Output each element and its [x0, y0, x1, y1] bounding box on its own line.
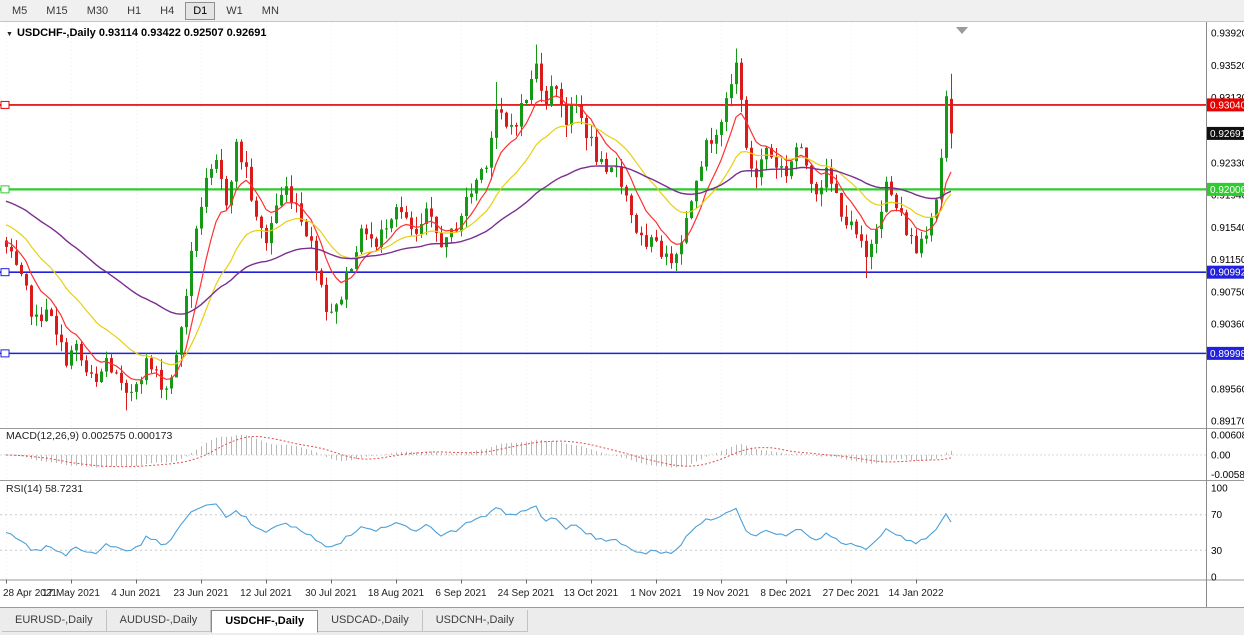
hline-handle-support-line-green[interactable] [0, 185, 10, 194]
y-axis-label: 0.91150 [1211, 255, 1244, 266]
x-axis-label: 23 Jun 2021 [173, 588, 228, 599]
hline-handle-support-line-blue-1[interactable] [0, 268, 10, 277]
timeframe-button-m5[interactable]: M5 [12, 4, 28, 17]
price-axis-badges: 0.93040 0.92691 0.92006 0.90992 0.89998 [1207, 98, 1244, 360]
ma-line-ma-mid [5, 121, 952, 366]
y-axis-label: 0.91540 [1211, 223, 1244, 234]
rsi-line [5, 503, 952, 557]
x-axis-label: 27 Dec 2021 [823, 588, 880, 599]
rsi-pane: RSI(14) 58.7231 [0, 483, 1207, 557]
x-axis-label: 12 Jul 2021 [240, 588, 292, 599]
macd-axis-label: 0.00 [1211, 451, 1231, 462]
hline-handle-resistance-line[interactable] [0, 100, 10, 109]
price-badge-label: 0.92691 [1210, 129, 1244, 140]
macd-pane: MACD(12,26,9) 0.002575 0.000173 [0, 430, 1207, 468]
x-axis-label: 4 Jun 2021 [111, 588, 161, 599]
timeframe-button-h4[interactable]: H4 [160, 4, 175, 17]
x-axis-label: 14 Jan 2022 [888, 588, 943, 599]
tab-usdcad[interactable]: USDCAD-,Daily [318, 610, 423, 632]
price-badge [1207, 182, 1244, 196]
price-badge [1207, 346, 1244, 360]
y-axis-label: 0.93920 [1211, 29, 1244, 40]
x-axis-label: 24 Sep 2021 [498, 588, 555, 599]
timeframe-button-mn[interactable]: MN [261, 4, 279, 17]
timeframe-button-d1[interactable]: D1 [185, 1, 216, 20]
price-badge [1207, 126, 1244, 140]
price-badge [1207, 98, 1244, 112]
timeframe-toolbar: M5 M15 M30 H1 H4 D1 W1 MN [0, 0, 1244, 22]
timeframe-button-m30[interactable]: M30 [86, 4, 109, 17]
timeframe-button-m15[interactable]: M15 [46, 4, 68, 17]
y-axis-label: 0.89170 [1211, 417, 1244, 428]
macd-label: MACD(12,26,9) 0.002575 0.000173 [6, 430, 173, 442]
x-axis-label: 18 Aug 2021 [368, 588, 425, 599]
y-axis-label: 0.90360 [1211, 319, 1244, 330]
x-axis-label: 6 Sep 2021 [435, 588, 487, 599]
x-axis-label: 30 Jul 2021 [305, 588, 357, 599]
ma-line-ma-slow [5, 165, 952, 315]
price-badge-label: 0.93040 [1210, 100, 1244, 111]
x-axis-label: 17 May 2021 [42, 588, 100, 599]
rsi-axis-label: 70 [1211, 510, 1223, 521]
price-badge-label: 0.90992 [1210, 268, 1244, 279]
rsi-axis-label: 0 [1211, 573, 1217, 584]
tab-eurusd[interactable]: EURUSD-,Daily [2, 610, 107, 632]
horizontal-lines [0, 100, 1207, 358]
chart-window: MACD(12,26,9) 0.002575 0.000173 RSI(14) 5… [0, 22, 1244, 607]
moving-averages [5, 95, 952, 381]
ma-line-ma-fast [5, 95, 952, 381]
rsi-axis-label: 100 [1211, 484, 1228, 495]
y-axis-label: 0.93520 [1211, 61, 1244, 72]
macd-axis-label: 0.00608 [1211, 430, 1244, 441]
candlestick-series [5, 44, 953, 411]
timeframe-button-h1[interactable]: H1 [127, 4, 142, 17]
macd-signal-line [5, 435, 952, 468]
y-axis-label: 0.90750 [1211, 287, 1244, 298]
chart-canvas[interactable]: MACD(12,26,9) 0.002575 0.000173 RSI(14) 5… [0, 22, 1244, 607]
chart-shift-marker-icon[interactable] [956, 27, 968, 34]
rsi-label: RSI(14) 58.7231 [6, 483, 83, 495]
x-axis-label: 19 Nov 2021 [693, 588, 750, 599]
x-axis-label: 1 Nov 2021 [630, 588, 682, 599]
price-badge [1207, 265, 1244, 279]
rsi-axis-label: 30 [1211, 546, 1223, 557]
y-axis-label: 0.89560 [1211, 385, 1244, 396]
grid-lines [6, 22, 917, 580]
x-axis-label: 8 Dec 2021 [760, 588, 812, 599]
y-axis-label: 0.92330 [1211, 158, 1244, 169]
tab-usdchf[interactable]: USDCHF-,Daily [211, 610, 319, 633]
macd-axis-label: -0.00586 [1211, 470, 1244, 481]
timeframe-button-w1[interactable]: W1 [226, 4, 243, 17]
tab-audusd[interactable]: AUDUSD-,Daily [106, 610, 212, 632]
chart-tab-bar: EURUSD-,Daily AUDUSD-,Daily USDCHF-,Daily U… [0, 607, 1244, 635]
x-axis-label: 28 Apr 2021 [3, 588, 57, 599]
price-badge-label: 0.89998 [1210, 349, 1244, 360]
x-axis-label: 13 Oct 2021 [564, 588, 619, 599]
price-badge-label: 0.92006 [1210, 185, 1244, 196]
tab-usdcnh[interactable]: USDCNH-,Daily [422, 610, 528, 632]
hline-handle-support-line-blue-2[interactable] [0, 349, 10, 358]
